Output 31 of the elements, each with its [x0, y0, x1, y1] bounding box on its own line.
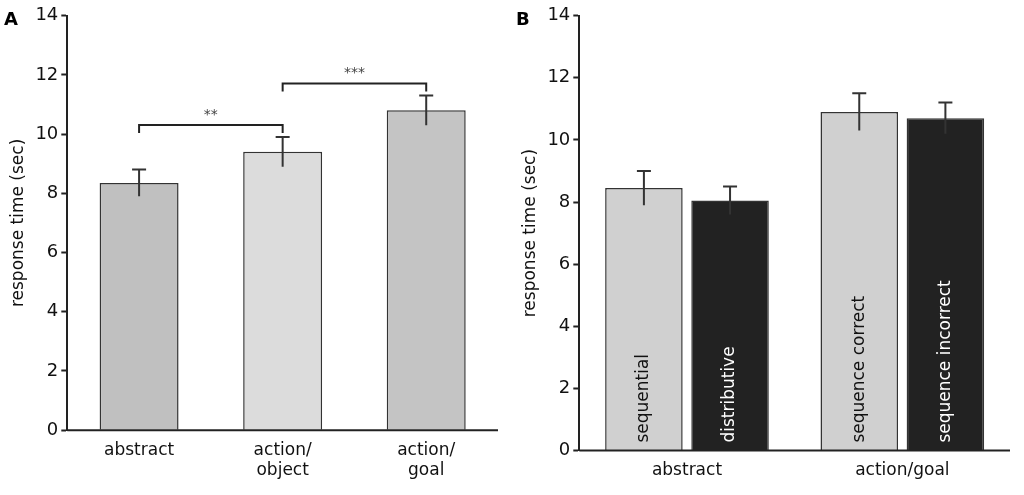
y-tick-label: 4 — [558, 313, 571, 335]
y-tick-label: 0 — [558, 438, 571, 460]
annotation: ** — [203, 105, 218, 122]
y-tick-label: 12 — [547, 65, 571, 87]
y-tick-label: 10 — [35, 121, 59, 143]
y-tick-label: 8 — [558, 189, 571, 211]
y-tick-label: 0 — [46, 417, 59, 439]
x-tick-label: action/goal — [397, 438, 456, 480]
annotation: *** — [343, 64, 365, 81]
y-tick-label: 4 — [46, 299, 59, 321]
x-tick-label: abstract — [104, 438, 175, 459]
y-tick-label: 2 — [46, 358, 59, 380]
chart-title: A — [4, 8, 18, 30]
data-label: distributive — [718, 346, 739, 443]
x-tick-label: action/object — [253, 438, 312, 480]
y-axis-title: response time (sec) — [518, 148, 539, 318]
y-tick-label: 14 — [35, 3, 59, 25]
data-label: sequence incorrect — [933, 279, 954, 443]
y-tick-label: 12 — [35, 62, 59, 84]
x-tick-label: abstract — [651, 459, 723, 480]
chart-title: B — [516, 8, 530, 30]
y-tick-label: 10 — [547, 127, 571, 149]
x-tick-label: action/goal — [855, 459, 950, 480]
y-tick-label: 6 — [46, 240, 59, 262]
y-axis-title: response time (sec) — [6, 138, 27, 308]
y-tick-label: 14 — [547, 3, 571, 25]
data-label: sequential — [632, 353, 653, 443]
y-tick-label: 6 — [558, 251, 571, 273]
data-label: sequence correct — [847, 295, 868, 443]
y-tick-label: 2 — [558, 376, 571, 398]
y-tick-label: 8 — [46, 180, 59, 202]
